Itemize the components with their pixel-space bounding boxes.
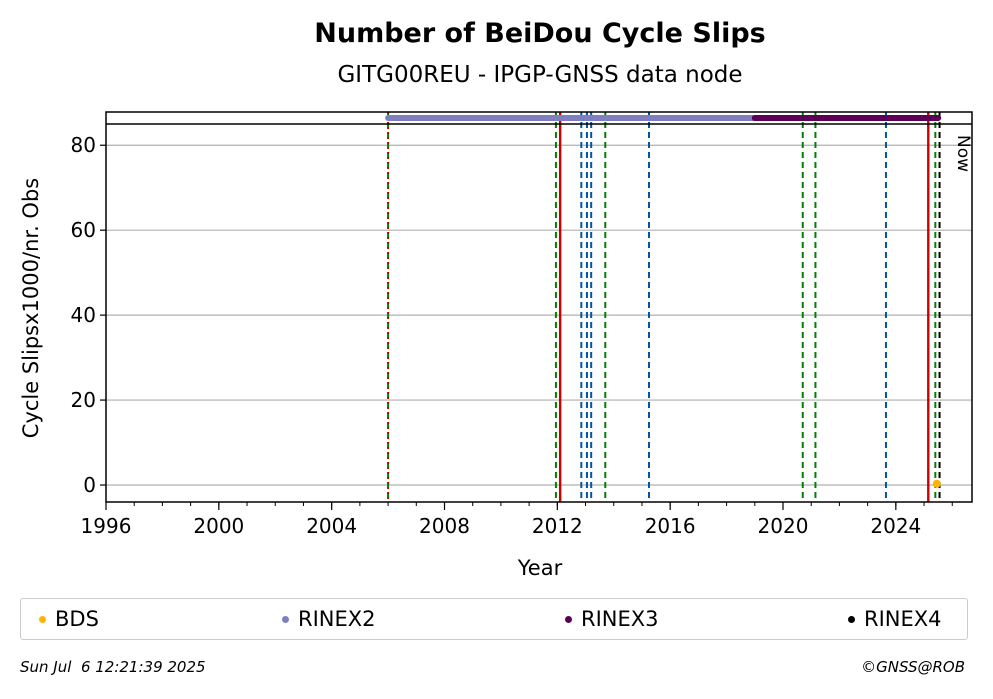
x-tick-label: 2016 — [645, 514, 696, 538]
x-axis-label: Year — [517, 556, 563, 580]
data-point-bds — [932, 479, 941, 488]
y-tick-label: 80 — [71, 133, 96, 157]
x-tick-label: 2000 — [193, 514, 244, 538]
x-tick-label: 2012 — [532, 514, 583, 538]
legend-marker-rinex4 — [848, 615, 855, 623]
legend-label-bds: BDS — [55, 607, 99, 631]
x-tick-label: 2008 — [419, 514, 470, 538]
plot-frame — [105, 111, 973, 503]
legend-marker-rinex2 — [282, 615, 289, 623]
x-tick-label: 2020 — [758, 514, 809, 538]
x-tick-label: 2004 — [306, 514, 357, 538]
legend-item-rinex4: RINEX4 — [848, 608, 942, 630]
chart-subtitle: GITG00REU - IPGP-GNSS data node — [337, 62, 742, 88]
legend-label-rinex3: RINEX3 — [581, 607, 659, 631]
legend-item-rinex3: RINEX3 — [565, 608, 659, 630]
y-tick-label: 40 — [71, 303, 96, 327]
footer-timestamp: Sun Jul 6 12:21:39 2025 — [20, 658, 206, 676]
chart-title: Number of BeiDou Cycle Slips — [314, 18, 765, 49]
legend: BDS RINEX2 RINEX3 RINEX4 — [20, 598, 968, 640]
y-tick-label: 60 — [71, 218, 96, 242]
legend-label-rinex2: RINEX2 — [298, 607, 376, 631]
legend-item-bds: BDS — [39, 608, 99, 630]
legend-marker-bds — [39, 615, 46, 623]
legend-item-rinex2: RINEX2 — [282, 608, 376, 630]
x-tick-label: 2024 — [870, 514, 921, 538]
footer-credit: ©GNSS@ROB — [861, 658, 965, 676]
y-tick-label: 0 — [83, 473, 96, 497]
y-tick-label: 20 — [71, 388, 96, 412]
y-axis-label: Cycle Slipsx1000/nr. Obs — [19, 178, 43, 438]
legend-marker-rinex3 — [565, 615, 572, 623]
x-tick-label: 1996 — [81, 514, 132, 538]
legend-label-rinex4: RINEX4 — [864, 607, 942, 631]
now-label: Now — [953, 135, 973, 172]
